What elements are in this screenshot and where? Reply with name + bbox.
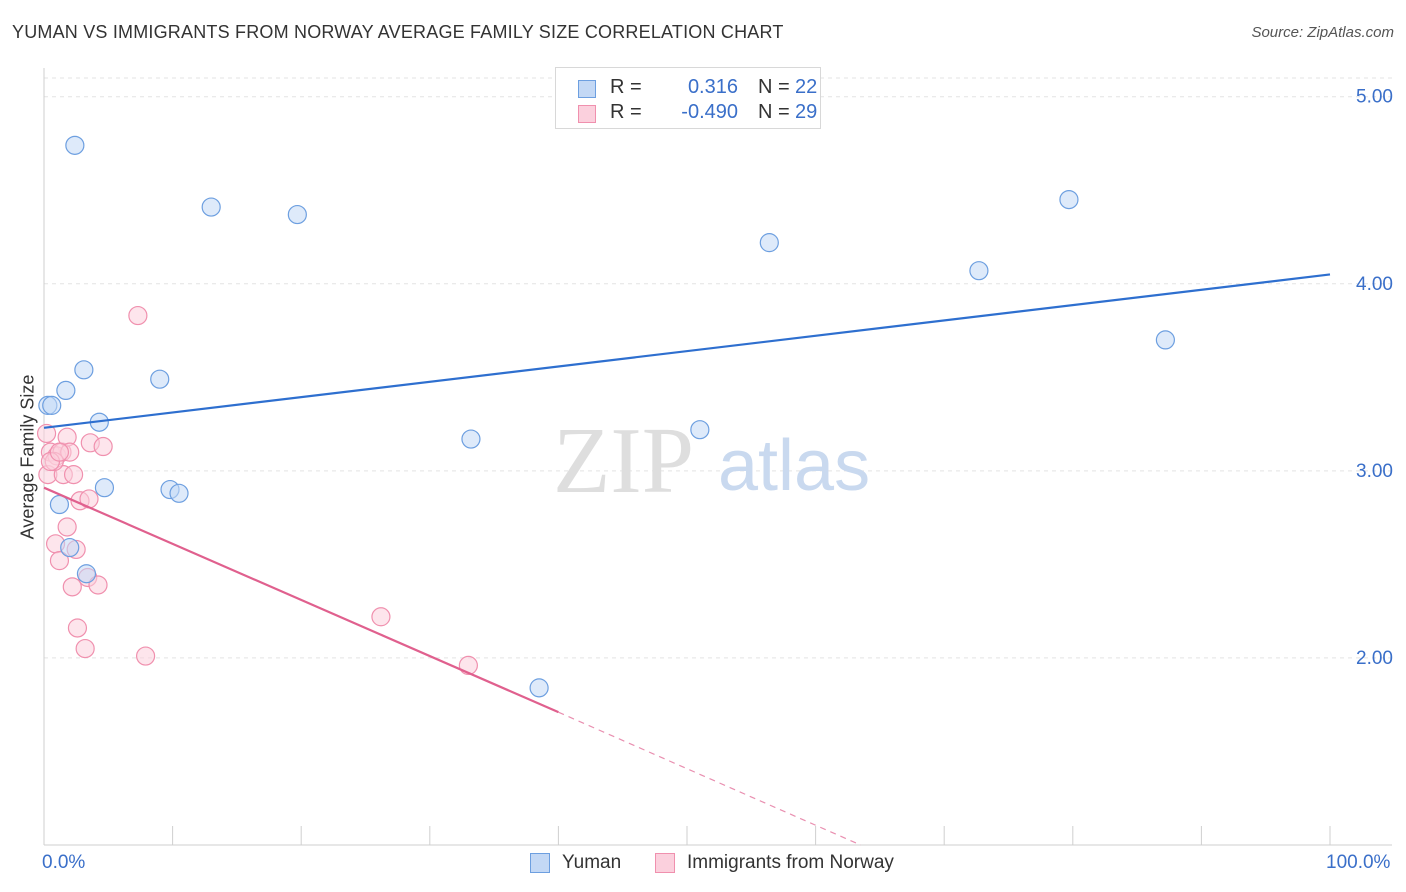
norway-point (128, 305, 148, 326)
yuman-point (201, 197, 221, 217)
yuman-point (759, 233, 779, 253)
yuman-point (529, 678, 549, 698)
series-yuman-points (38, 135, 1175, 698)
y-tick-label: 2.00 (1356, 648, 1393, 669)
yuman-point (74, 360, 94, 380)
legend-label-norway: Immigrants from Norway (687, 852, 894, 873)
grid-lines (44, 77, 1392, 659)
n-label: N = (758, 76, 790, 98)
norway-trend-line (43, 486, 559, 714)
yuman-swatch (578, 80, 596, 98)
yuman-point (969, 261, 989, 281)
norway-swatch (578, 105, 596, 123)
yuman-point (1059, 189, 1079, 210)
chart-title: YUMAN VS IMMIGRANTS FROM NORWAY AVERAGE … (12, 22, 784, 42)
yuman-legend-swatch (530, 853, 550, 873)
watermark: ZIP atlas (553, 409, 870, 513)
y-tick-label: 5.00 (1356, 87, 1393, 108)
yuman-point (94, 478, 115, 498)
norway-point (93, 436, 113, 457)
norway-legend-swatch (655, 853, 675, 873)
x-tick-label-max: 100.0% (1326, 852, 1391, 873)
yuman-trend-line (43, 273, 1331, 429)
legend-label-yuman: Yuman (562, 852, 622, 873)
watermark-atlas: atlas (718, 426, 870, 506)
yuman-point (461, 429, 481, 449)
y-axis-label: Average Family Size (17, 374, 38, 540)
n-label: N = (758, 101, 790, 123)
n-value-norway: 29 (795, 101, 818, 123)
x-tick-label-min: 0.0% (42, 852, 86, 873)
y-tick-label: 4.00 (1356, 274, 1393, 295)
stats-legend: R = 0.316 N = 22 R = -0.490 N = 29 (555, 67, 821, 129)
norway-point (63, 464, 84, 485)
yuman-point (65, 135, 85, 155)
norway-point (49, 551, 70, 571)
yuman-point (60, 537, 80, 558)
yuman-point (42, 395, 62, 415)
norway-point (49, 442, 70, 462)
yuman-point (287, 204, 307, 225)
norway-point (57, 517, 77, 537)
norway-point (75, 638, 95, 659)
r-label: R = (610, 76, 642, 98)
yuman-point (1155, 330, 1175, 350)
y-tick-labels: 2.00 3.00 4.00 5.00 (1356, 87, 1393, 669)
trend-lines (43, 273, 1331, 846)
yuman-point (169, 483, 189, 503)
norway-trend-extension (558, 711, 861, 846)
yuman-point (690, 420, 710, 440)
yuman-point (150, 369, 170, 389)
norway-point (135, 646, 156, 666)
y-tick-label: 3.00 (1356, 461, 1393, 482)
norway-point (371, 607, 391, 627)
watermark-zip: ZIP (553, 409, 694, 513)
n-value-yuman: 22 (795, 76, 818, 98)
r-value-norway: -0.490 (681, 101, 738, 123)
yuman-point (76, 564, 97, 584)
norway-point (62, 577, 82, 597)
norway-point (36, 423, 57, 444)
norway-point (67, 618, 88, 638)
r-label: R = (610, 101, 642, 123)
norway-point (88, 575, 108, 595)
yuman-point (56, 380, 76, 401)
r-value-yuman: 0.316 (687, 76, 738, 98)
source-credit: Source: ZipAtlas.com (1251, 24, 1394, 41)
